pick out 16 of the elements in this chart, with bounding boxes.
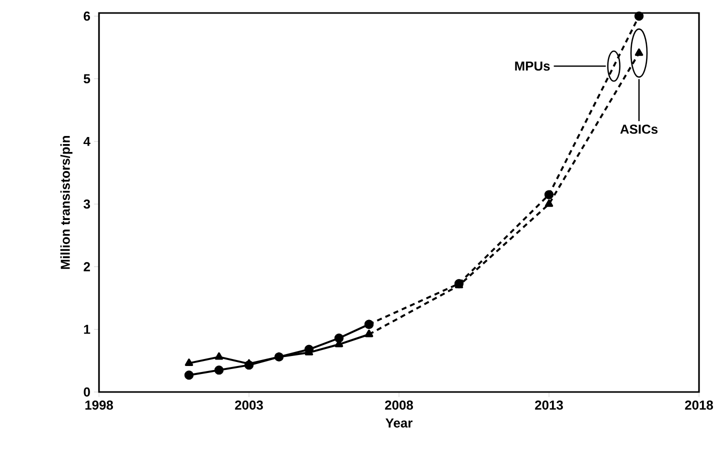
y-tick-label: 1: [84, 324, 90, 334]
x-tick-label: 1998: [85, 400, 114, 410]
x-axis-title: Year: [386, 418, 412, 428]
y-tick-label: 6: [84, 12, 90, 21]
x-tick-label: 2013: [535, 400, 563, 410]
y-tick-label: 5: [84, 74, 90, 84]
y-tick-label: 0: [84, 387, 90, 397]
annotation: MPUs: [515, 62, 550, 71]
y-tick-label: 3: [84, 199, 90, 209]
annotation: ASICs: [620, 124, 658, 134]
y-tick-label: 2: [84, 262, 90, 272]
y-axis-title: Million transistors/pin: [60, 136, 72, 269]
y-tick-label: 4: [83, 136, 90, 146]
x-tick-label: 2003: [235, 400, 263, 410]
x-tick-label: 2008: [385, 400, 414, 410]
x-tick-label: 2018: [685, 400, 714, 410]
